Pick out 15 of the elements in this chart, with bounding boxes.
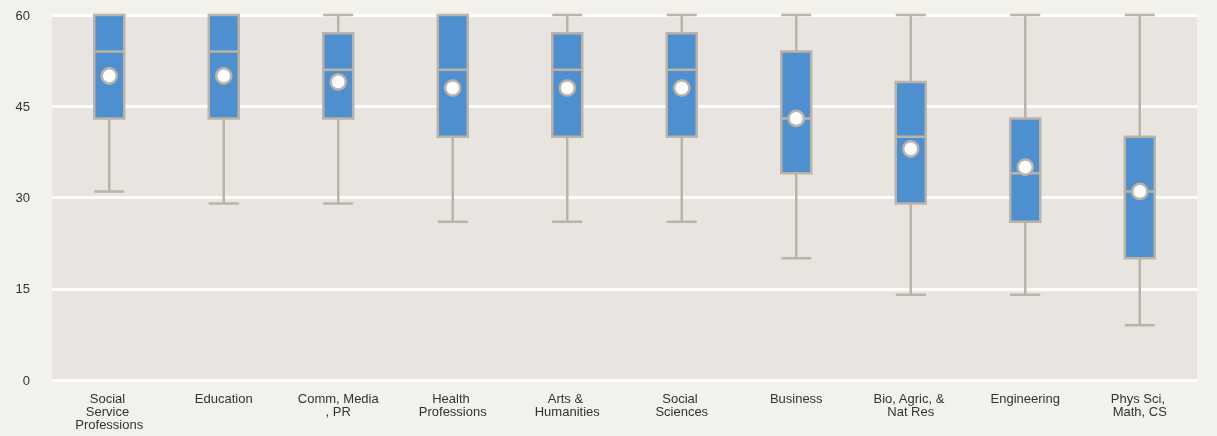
x-tick-label: Engineering xyxy=(990,391,1060,406)
x-tick-label: Phys Sci, Math, CS xyxy=(1110,391,1169,419)
x-tick-label: Business xyxy=(769,391,824,406)
x-tick-label: Social Sciences xyxy=(655,391,709,419)
x-tick-label: Social Service Professions xyxy=(75,391,144,432)
x-tick-label: Comm, Media, PR xyxy=(297,391,380,419)
x-tick-label: Health Professions xyxy=(418,391,488,419)
x-tick-label: Bio, Agric, & Nat Res xyxy=(873,391,948,419)
y-tick-label: 15 xyxy=(15,281,30,297)
y-tick-label: 60 xyxy=(15,7,30,23)
x-tick-label: Arts & Humanities xyxy=(534,391,601,419)
y-tick-label: 30 xyxy=(15,190,30,205)
y-tick-label: 0 xyxy=(22,372,30,388)
y-tick-label: 45 xyxy=(15,98,30,114)
x-tick-label: Education xyxy=(194,391,253,406)
